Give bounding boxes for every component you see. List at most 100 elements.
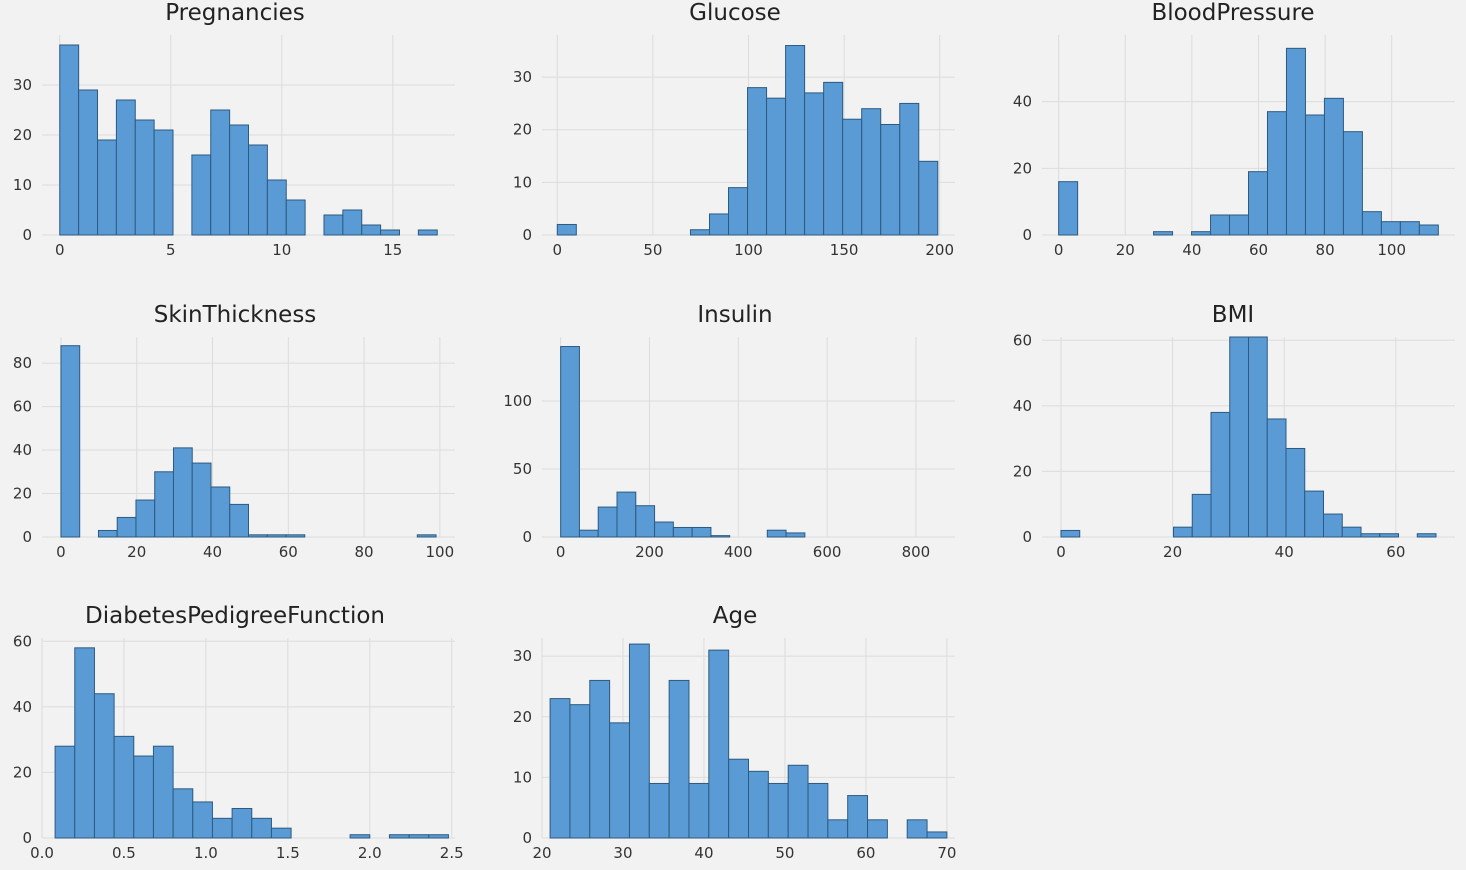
histogram-bar	[766, 97, 787, 236]
y-tick-label: 0	[522, 528, 532, 546]
histogram-bar	[560, 346, 580, 538]
histogram-bar	[827, 819, 849, 839]
histogram-bar	[229, 124, 249, 236]
x-tick-label: 400	[724, 543, 753, 561]
histogram-bar	[556, 223, 577, 236]
y-tick-label: 30	[13, 76, 32, 94]
histogram-bar	[93, 693, 115, 839]
histogram-bar	[926, 831, 948, 839]
x-tick-label: 1.5	[276, 844, 300, 862]
panel-age: Age 20 30 40 50 60 70 0 10 20 30	[500, 603, 970, 870]
histogram-bar	[672, 526, 693, 538]
x-tick-label: 600	[813, 543, 842, 561]
histogram-bar	[60, 345, 81, 538]
x-tick-label: 0	[1054, 241, 1064, 259]
histogram-bar	[1285, 47, 1306, 236]
histogram-bar	[152, 745, 174, 839]
y-tick-label: 10	[13, 176, 32, 194]
histogram-bar	[192, 801, 213, 839]
histogram-bar	[918, 160, 939, 236]
x-tick-label: 2.5	[440, 844, 464, 862]
x-tick-label: 80	[355, 543, 374, 561]
x-tick-label: 60	[856, 844, 875, 862]
x-tick-label: 150	[830, 241, 859, 259]
histogram-bar	[417, 229, 438, 236]
histogram-bar	[231, 807, 253, 839]
histogram-bar	[113, 735, 135, 839]
histogram-bar	[78, 89, 99, 236]
y-tick-label: 60	[1013, 331, 1032, 349]
y-tick-label: 30	[513, 647, 532, 665]
histogram-bar	[1229, 336, 1250, 538]
histogram-pregnancies: 0 5 10 15 0 10 20 30	[13, 35, 455, 259]
histogram-bar	[1248, 336, 1268, 538]
x-tick-label: 10	[272, 241, 291, 259]
x-tick-label: 60	[1249, 241, 1268, 259]
histogram-bar	[906, 819, 928, 839]
histogram-bar	[191, 462, 212, 538]
histogram-bar	[97, 529, 118, 538]
histogram-bar	[1342, 131, 1363, 236]
x-tick-label: 2.0	[358, 844, 382, 862]
histogram-bar	[1323, 513, 1343, 538]
histogram-bar	[1285, 447, 1306, 538]
histogram-bar	[1060, 529, 1081, 538]
y-tick-label: 20	[513, 708, 532, 726]
histogram-bar	[1266, 111, 1287, 236]
histogram-bar	[1380, 221, 1401, 236]
x-tick-label: 20	[1116, 241, 1135, 259]
y-tick-label: 0	[522, 829, 532, 847]
histogram-bar	[807, 782, 829, 839]
histogram-bar	[285, 199, 306, 236]
histogram-bar	[1416, 533, 1437, 538]
histogram-bar	[153, 129, 174, 236]
histogram-bar	[191, 154, 212, 236]
x-tick-label: 800	[902, 543, 931, 561]
y-tick-label: 0	[22, 528, 32, 546]
y-tick-label: 10	[513, 173, 532, 191]
panel-diabetespedigreefunction: DiabetesPedigreeFunction 0.0 0.5 1.0 1.5 2.0…	[0, 603, 470, 870]
histogram-bar	[842, 118, 863, 236]
histogram-bar	[748, 770, 769, 839]
histogram-bar	[1304, 490, 1325, 538]
panel-pregnancies: Pregnancies 0 5 10 15 0 10 20 30	[0, 0, 470, 280]
histogram-bar	[1323, 97, 1344, 236]
histogram-bar	[589, 679, 611, 839]
chart-title: Insulin	[697, 302, 773, 328]
x-tick-label: 200	[635, 543, 664, 561]
histogram-diabetespedigreefunction: 0.0 0.5 1.0 1.5 2.0 2.5 0 20 40 60	[13, 632, 464, 862]
x-tick-label: 5	[166, 241, 176, 259]
chart-title: DiabetesPedigreeFunction	[85, 603, 385, 629]
histogram-bar	[154, 471, 174, 538]
y-tick-label: 30	[513, 68, 532, 86]
histogram-bar	[285, 534, 306, 538]
y-tick-label: 20	[13, 485, 32, 503]
y-tick-label: 20	[13, 126, 32, 144]
x-tick-label: 0	[56, 543, 66, 561]
histogram-bar	[861, 108, 882, 236]
histogram-bar	[785, 45, 806, 236]
x-tick-label: 0	[556, 543, 566, 561]
histogram-bar	[211, 817, 233, 839]
histogram-bar	[1172, 526, 1193, 538]
panel-skinthickness: SkinThickness 0 20 40 60 80 100 0 20 40 60 80	[0, 302, 470, 582]
y-tick-label: 60	[13, 398, 32, 416]
histogram-bar	[635, 505, 656, 538]
histogram-bar	[74, 647, 95, 839]
y-tick-label: 40	[1013, 93, 1032, 111]
y-tick-label: 100	[503, 392, 532, 410]
histogram-bar	[380, 229, 400, 236]
histogram-bar	[210, 486, 231, 538]
y-tick-label: 20	[13, 763, 32, 781]
histogram-bar	[785, 532, 806, 538]
histogram-bar	[597, 506, 618, 538]
chart-title: Pregnancies	[165, 0, 305, 26]
x-tick-label: 1.0	[194, 844, 218, 862]
histogram-bar	[349, 834, 371, 839]
x-tick-label: 70	[937, 844, 956, 862]
histogram-bar	[654, 521, 674, 538]
histogram-bar	[1191, 231, 1212, 236]
histogram-bar	[804, 92, 825, 236]
y-tick-label: 40	[13, 698, 32, 716]
